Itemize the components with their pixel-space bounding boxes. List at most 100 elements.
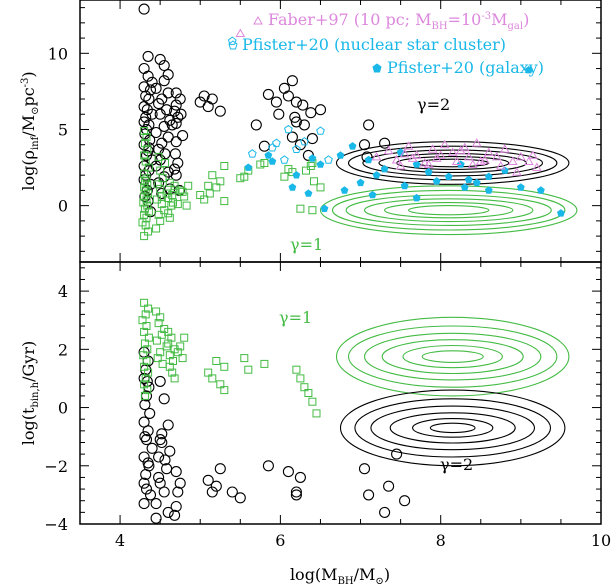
point-triangle-open-27 <box>455 145 466 155</box>
point-square-open-45 <box>240 354 249 363</box>
bottom-points <box>138 298 411 524</box>
point-pentagon-filled-9 <box>412 160 421 168</box>
point-circle-open-58 <box>172 111 184 123</box>
point-square-open-46 <box>244 365 253 374</box>
point-square-open-47 <box>168 191 177 199</box>
contour-1-level-3 <box>389 412 516 444</box>
point-pentagon-filled-13 <box>472 178 481 187</box>
point-circle-open-33 <box>158 75 170 87</box>
point-circle-open-55 <box>379 506 391 518</box>
point-pentagon-filled-28 <box>484 186 493 194</box>
point-square-open-26 <box>152 224 161 233</box>
annotation-gamma2-top: γ=2 <box>417 95 450 114</box>
legend-label-faber: Faber+97 (10 pc; MBH=10-3Mgal) <box>268 10 529 32</box>
bottom-frame <box>79 261 602 525</box>
point-circle-open-15 <box>138 477 150 489</box>
point-square-open-36 <box>176 342 185 351</box>
point-pentagon-filled-19 <box>264 151 273 159</box>
point-circle-open-5 <box>138 81 150 93</box>
point-square-open-74 <box>308 206 317 215</box>
point-square-open-5 <box>140 327 149 336</box>
point-circle-open-52 <box>294 471 306 483</box>
point-circle-open-29 <box>164 445 176 457</box>
point-circle-open-14 <box>140 468 152 481</box>
contour-0-level-4 <box>402 344 503 369</box>
point-pentagon-open-1 <box>247 149 257 158</box>
point-circle-open-46 <box>214 463 226 475</box>
contour-0-level-1 <box>347 325 558 388</box>
point-circle-open-84 <box>290 96 302 108</box>
point-square-open-70 <box>280 172 289 181</box>
point-circle-open-38 <box>170 466 182 478</box>
point-circle-open-77 <box>250 119 262 131</box>
point-square-open-54 <box>182 201 191 210</box>
point-circle-open-63 <box>172 157 184 169</box>
point-pentagon-open-9 <box>280 155 289 164</box>
point-triangle-open-0 <box>371 151 382 161</box>
point-square-open-61 <box>212 183 221 192</box>
point-circle-open-30 <box>154 53 166 65</box>
point-circle-open-21 <box>138 498 150 510</box>
point-triangle-open-24 <box>407 153 418 162</box>
point-pentagon-filled-1 <box>268 157 277 165</box>
point-circle-open-20 <box>140 483 153 495</box>
y-tick-label: 10 <box>48 44 68 63</box>
contour-0-level-3 <box>378 153 527 173</box>
point-triangle-open-3 <box>399 148 410 158</box>
point-square-open-22 <box>143 145 152 154</box>
point-pentagon-open-6 <box>324 155 333 164</box>
point-square-open-20 <box>141 157 150 166</box>
point-square-open-40 <box>204 368 213 377</box>
point-triangle-open-1 <box>383 145 394 155</box>
point-square-open-43 <box>212 357 221 365</box>
point-square-open-49 <box>292 365 301 374</box>
x-axis-label: log(MBH/M⊙) <box>290 565 390 587</box>
point-circle-open-93 <box>306 133 318 145</box>
point-circle-open-23 <box>158 393 170 405</box>
point-pentagon-filled-25 <box>400 181 409 190</box>
point-square-open-1 <box>144 227 153 236</box>
y-tick-label: 0 <box>58 197 68 216</box>
point-circle-open-64 <box>169 163 181 175</box>
point-pentagon-filled-27 <box>460 183 469 191</box>
point-square-open-27 <box>156 216 165 225</box>
point-circle-open-34 <box>150 82 162 94</box>
point-square-open-19 <box>154 319 163 328</box>
point-square-open-18 <box>156 313 165 322</box>
point-square-open-72 <box>302 166 310 175</box>
point-square-open-45 <box>169 198 177 207</box>
point-triangle-open-20 <box>515 151 526 161</box>
point-circle-open-95 <box>363 119 375 131</box>
contour-1-level-4 <box>384 202 514 219</box>
point-circle-open-12 <box>140 111 152 123</box>
bottom-panel: 4 6 8 10 −4 −2 0 2 4 γ=1 γ=2 log(tbin,h/Gyr) log… <box>19 261 611 587</box>
point-triangle-open-31 <box>511 167 522 176</box>
point-circle-open-91 <box>314 104 327 116</box>
legend-marker-nsc <box>228 40 238 50</box>
point-circle-open-86 <box>286 131 298 143</box>
point-circle-open-80 <box>270 96 282 108</box>
point-square-open-17 <box>152 307 161 316</box>
y-tick-label: 2 <box>58 340 68 359</box>
point-circle-open-53 <box>156 187 168 200</box>
point-circle-open-42 <box>172 486 184 498</box>
point-circle-open-98 <box>379 137 391 149</box>
contour-1-level-5 <box>429 422 476 434</box>
point-circle-open-96 <box>358 139 371 151</box>
contour-0-level-5 <box>421 350 484 363</box>
point-square-open-52 <box>304 389 313 397</box>
point-square-open-18 <box>140 169 149 178</box>
point-pentagon-filled-3 <box>316 160 325 168</box>
point-circle-open-32 <box>162 69 174 81</box>
y-tick-label: −2 <box>44 457 68 476</box>
point-square-open-15 <box>143 386 152 395</box>
point-square-open-30 <box>157 200 166 209</box>
point-circle-open-44 <box>156 137 168 149</box>
point-square-open-68 <box>260 159 269 167</box>
point-pentagon-filled-10 <box>424 167 433 176</box>
contour-0-level-0 <box>335 316 570 397</box>
legend-marker-galaxy <box>372 63 382 73</box>
point-circle-open-90 <box>298 119 310 131</box>
annotation-gamma1-top: γ=1 <box>290 235 323 254</box>
top-ylabel: log(ρinf/M⊙pc-3) <box>19 71 41 190</box>
